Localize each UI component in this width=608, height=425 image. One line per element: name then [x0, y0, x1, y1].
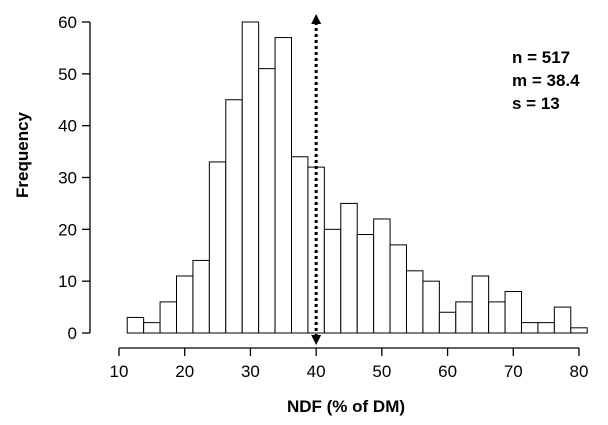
histogram-bar	[126, 316, 145, 334]
arrowhead-up-icon	[311, 14, 322, 24]
histogram-bar	[537, 322, 555, 334]
histogram-bar	[274, 37, 293, 334]
histogram-bar	[241, 21, 260, 334]
histogram-bar	[291, 156, 309, 334]
x-tick-label: 20	[175, 362, 194, 381]
histogram-bar	[521, 322, 539, 334]
y-tick-label: 30	[58, 169, 77, 188]
arrowhead-down-icon	[311, 335, 322, 345]
histogram-bar	[258, 68, 276, 334]
histogram-bar	[438, 311, 457, 334]
annotation-m: m = 38.4	[512, 71, 580, 90]
x-tick-label: 80	[570, 362, 589, 381]
y-axis-label: Frequency	[13, 111, 32, 198]
x-tick-label: 70	[504, 362, 523, 381]
histogram-bar	[406, 270, 424, 334]
x-axis-label: NDF (% of DM)	[287, 397, 405, 416]
y-tick-label: 20	[58, 220, 77, 239]
histogram-bar	[488, 301, 506, 334]
stats-annotation: n = 517 m = 38.4 s = 13	[512, 48, 580, 113]
x-ticks: 10 20 30 40 50 60 70 80	[110, 348, 589, 381]
histogram-bar	[159, 301, 177, 334]
x-tick-label: 50	[372, 362, 391, 381]
x-tick-label: 40	[307, 362, 326, 381]
annotation-s: s = 13	[512, 94, 560, 113]
histogram-bar	[143, 322, 161, 334]
histogram-bar	[471, 275, 490, 334]
y-ticks: 0 10 20 30 40 50 60	[58, 13, 90, 343]
mean-marker	[311, 14, 322, 345]
histogram-bar	[504, 291, 523, 334]
y-tick-label: 10	[58, 272, 77, 291]
y-tick-label: 0	[68, 324, 77, 343]
histogram-bar	[553, 306, 572, 334]
histogram-bar	[323, 228, 342, 334]
histogram-bar	[570, 327, 588, 334]
x-tick-label: 60	[438, 362, 457, 381]
histogram-bar	[340, 202, 358, 334]
histogram-bar	[422, 280, 440, 334]
histogram-bar	[208, 161, 227, 334]
histogram-bar	[389, 244, 408, 334]
histogram-bar	[176, 275, 194, 334]
histogram-bar	[356, 234, 375, 334]
histogram-bar	[455, 301, 473, 334]
x-tick-label: 30	[241, 362, 260, 381]
histogram-bar	[192, 259, 210, 334]
y-tick-label: 50	[58, 65, 77, 84]
y-tick-label: 40	[58, 117, 77, 136]
y-tick-label: 60	[58, 13, 77, 32]
x-tick-label: 10	[110, 362, 129, 381]
histogram-bar	[225, 99, 243, 334]
histogram-bar	[373, 218, 391, 334]
bars-layer	[126, 21, 588, 334]
annotation-n: n = 517	[512, 48, 570, 67]
